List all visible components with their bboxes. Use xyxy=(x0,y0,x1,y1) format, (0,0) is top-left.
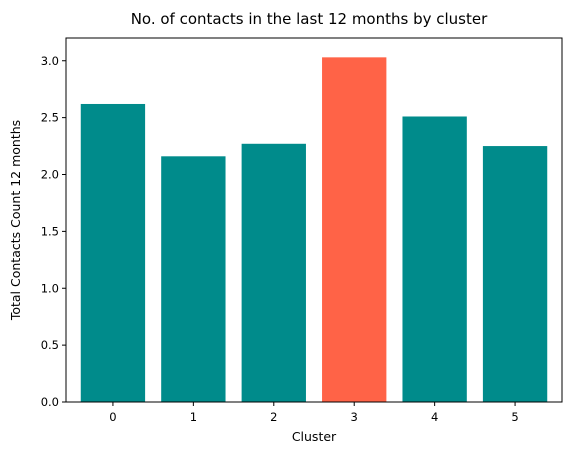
chart-title: No. of contacts in the last 12 months by… xyxy=(131,10,488,28)
y-tick-label: 3.0 xyxy=(41,54,59,68)
bar-cluster-2 xyxy=(241,143,306,402)
bar-cluster-4 xyxy=(402,116,467,403)
x-axis-ticks: 0 1 2 3 4 5 xyxy=(109,402,519,424)
x-tick-label: 4 xyxy=(431,410,438,424)
y-axis-label: Total Contacts Count 12 months xyxy=(8,120,23,321)
bars xyxy=(80,57,548,403)
y-tick-label: 0.0 xyxy=(41,395,59,409)
y-tick-label: 0.5 xyxy=(41,338,59,352)
x-tick-label: 1 xyxy=(190,410,197,424)
bar-cluster-5 xyxy=(482,146,548,402)
y-tick-label: 2.5 xyxy=(41,111,59,125)
y-tick-label: 2.0 xyxy=(41,168,59,182)
bar-cluster-3 xyxy=(322,57,387,403)
x-axis-label: Cluster xyxy=(292,429,337,444)
bar-cluster-0 xyxy=(80,103,146,402)
y-axis-ticks: 0.0 0.5 1.0 1.5 2.0 2.5 3.0 xyxy=(41,54,66,409)
x-tick-label: 5 xyxy=(511,410,518,424)
y-tick-label: 1.5 xyxy=(41,224,59,238)
x-tick-label: 3 xyxy=(351,410,358,424)
x-tick-label: 0 xyxy=(109,410,116,424)
y-tick-label: 1.0 xyxy=(41,281,59,295)
x-tick-label: 2 xyxy=(270,410,277,424)
bar-cluster-1 xyxy=(161,156,226,402)
plot-frame xyxy=(65,37,563,403)
